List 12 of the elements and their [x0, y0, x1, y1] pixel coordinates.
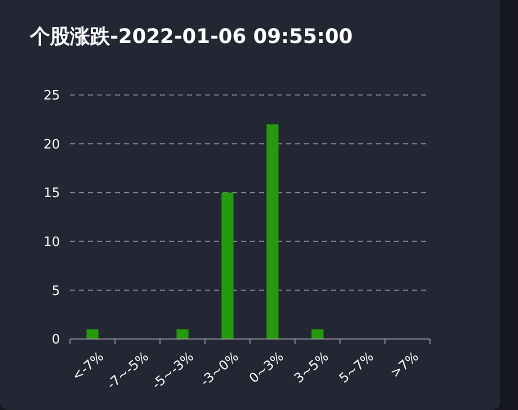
bar — [86, 329, 98, 339]
bar — [176, 329, 188, 339]
y-tick-label: 15 — [43, 186, 60, 202]
y-tick-label: 0 — [52, 332, 60, 348]
bar — [266, 124, 278, 339]
bar — [222, 192, 234, 339]
chart-title: 个股涨跌-2022-01-06 09:55:00 — [29, 24, 353, 48]
y-tick-label: 5 — [52, 284, 60, 299]
y-tick-label: 10 — [43, 234, 60, 250]
bar — [312, 329, 324, 339]
y-tick-label: 25 — [43, 88, 60, 104]
y-tick-label: 20 — [43, 137, 60, 152]
